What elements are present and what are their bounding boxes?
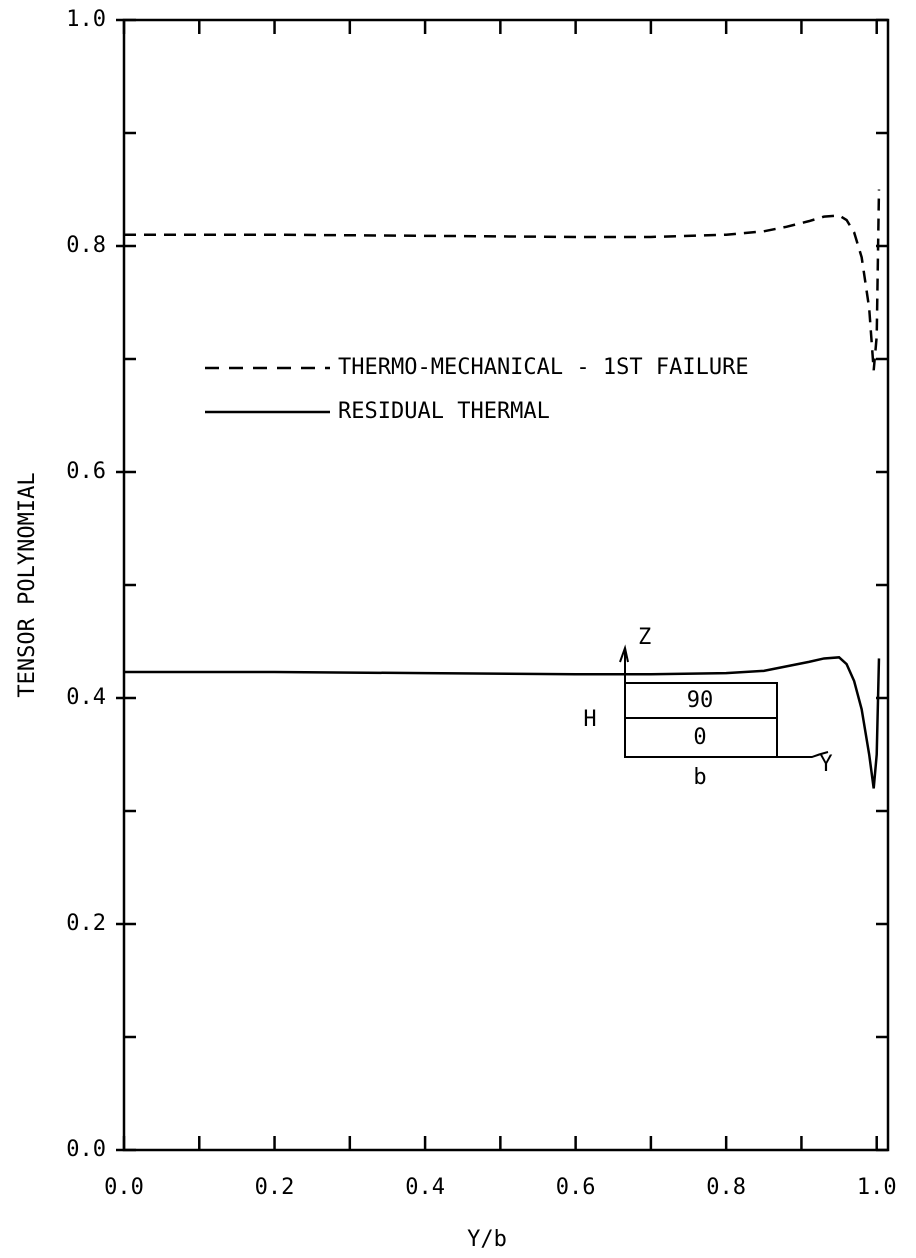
inset-z-arrowhead	[619, 644, 629, 663]
y-tick-label: 0.8	[66, 233, 106, 258]
inset-z-label: Z	[638, 625, 651, 650]
x-tick-label: 0.8	[706, 1175, 746, 1200]
inset-diagram	[619, 644, 829, 758]
x-tick-label: 0.2	[255, 1175, 295, 1200]
x-axis-label: Y/b	[467, 1227, 507, 1252]
y-tick-label: 0.2	[66, 911, 106, 936]
x-tick-label: 0.0	[104, 1175, 144, 1200]
inset-top-layer: 90	[687, 688, 714, 713]
x-tick-label: 0.6	[556, 1175, 596, 1200]
y-tick-label: 0.0	[66, 1137, 106, 1162]
inset-y-label: Y	[819, 752, 832, 777]
legend-label: RESIDUAL THERMAL	[338, 399, 550, 424]
series-line	[124, 189, 881, 371]
series-line	[124, 656, 881, 789]
legend-label: THERMO-MECHANICAL - 1ST FAILURE	[338, 355, 749, 380]
y-tick-label: 0.6	[66, 459, 106, 484]
y-axis-label: TENSOR POLYNOMIAL	[15, 472, 40, 697]
x-tick-label: 1.0	[857, 1175, 897, 1200]
inset-bottom-layer: 0	[693, 725, 706, 750]
inset-height-label: H	[583, 707, 596, 732]
inset-y-arrow	[777, 751, 829, 758]
inset-width-label: b	[693, 765, 706, 790]
y-tick-label: 1.0	[66, 7, 106, 32]
y-tick-label: 0.4	[66, 685, 106, 710]
plot-frame	[122, 18, 890, 1152]
x-tick-label: 0.4	[405, 1175, 445, 1200]
